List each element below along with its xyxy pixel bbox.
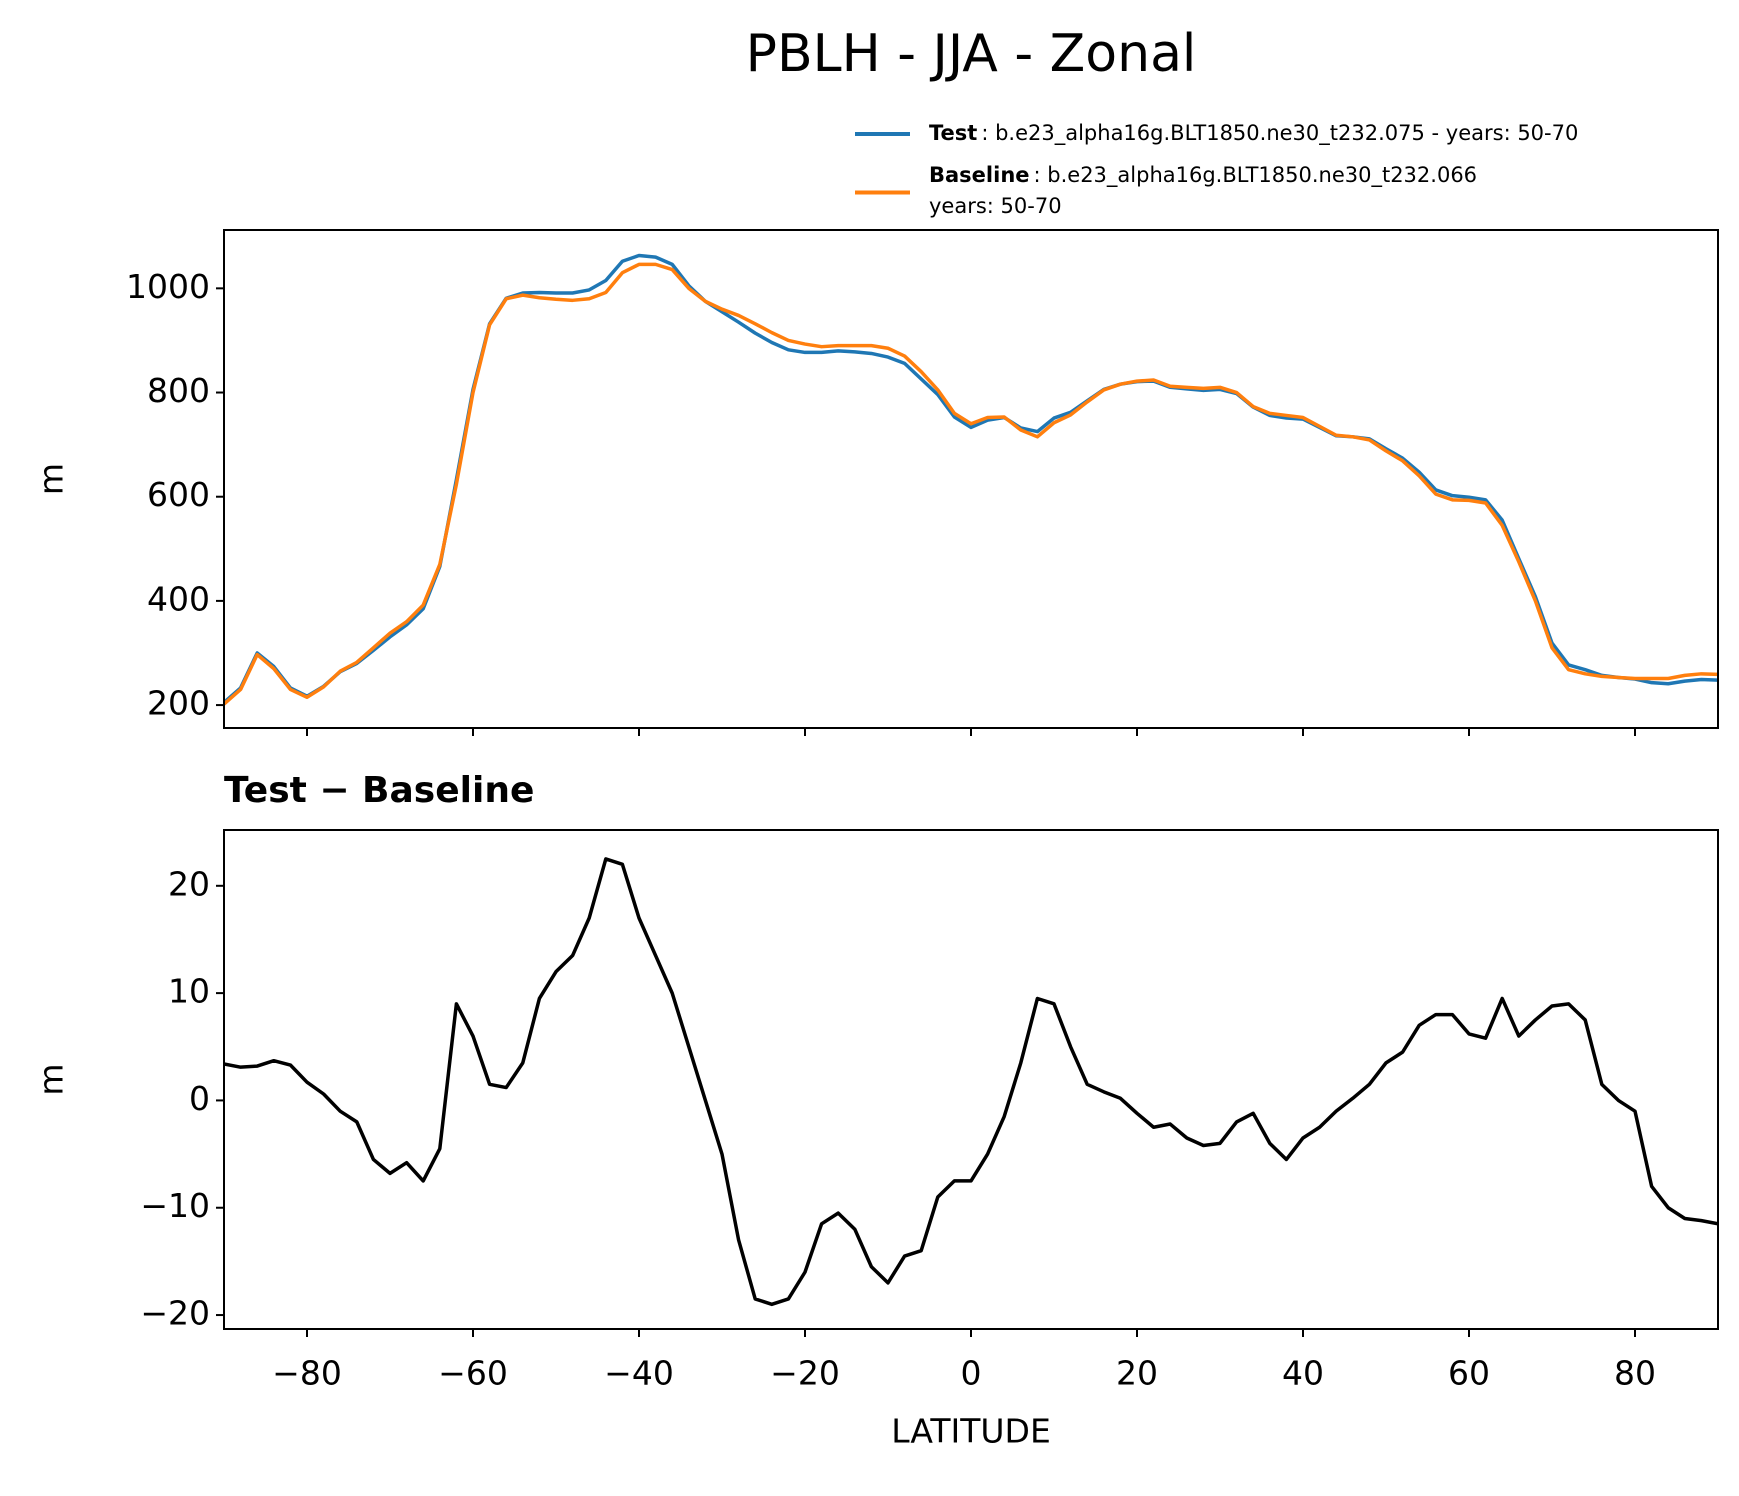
y-tick-label: 400 (147, 579, 210, 618)
legend-text: years: 50-70 (929, 194, 1062, 218)
x-axis-label: LATITUDE (891, 1412, 1051, 1451)
data-line (224, 262, 1718, 706)
figure-title: PBLH - JJA - Zonal (746, 24, 1197, 84)
x-tick-label: 40 (1282, 1354, 1324, 1393)
x-tick-label: −80 (272, 1354, 342, 1393)
data-line (224, 857, 1718, 1307)
y-tick-label: −20 (140, 1294, 210, 1333)
axes-frame (223, 229, 1719, 729)
y-tick-label: 10 (168, 972, 210, 1011)
x-tick-label: 20 (1116, 1354, 1158, 1393)
y-tick-label: 0 (189, 1079, 210, 1118)
subplot-title: Test − Baseline (224, 770, 534, 811)
y-tick-label: 200 (147, 684, 210, 723)
x-tick-label: 60 (1448, 1354, 1490, 1393)
legend-text: : b.e23_alpha16g.BLT1850.ne30_t232.075 -… (981, 121, 1578, 146)
y-tick-label: 800 (147, 371, 210, 410)
x-tick-label: 80 (1614, 1354, 1656, 1393)
y-axis-label: m (32, 463, 71, 495)
y-tick-label: 20 (168, 864, 210, 903)
y-tick-label: 1000 (126, 267, 210, 306)
legend-name: Baseline (929, 163, 1030, 187)
x-tick-label: 0 (961, 1354, 982, 1393)
axes-frame (223, 829, 1719, 1330)
y-axis-label: m (32, 1063, 71, 1095)
legend-name: Test (929, 121, 977, 145)
legend-text: : b.e23_alpha16g.BLT1850.ne30_t232.066 (1034, 163, 1478, 188)
y-tick-label: 600 (147, 475, 210, 514)
x-tick-label: −60 (438, 1354, 508, 1393)
y-tick-label: −10 (140, 1186, 210, 1225)
data-line (224, 253, 1718, 704)
x-tick-label: −40 (604, 1354, 674, 1393)
x-tick-label: −20 (770, 1354, 840, 1393)
